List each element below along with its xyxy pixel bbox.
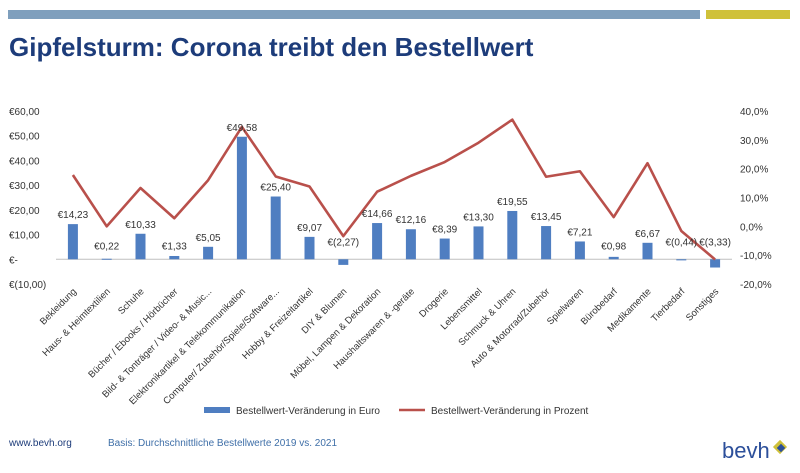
bar xyxy=(372,223,383,260)
y-right-tick-label: 0,0% xyxy=(740,222,763,233)
bar xyxy=(67,224,78,260)
x-tick-label: Tierbedarf xyxy=(649,286,687,324)
bar xyxy=(203,246,214,260)
logo-text: bevh xyxy=(722,438,770,463)
y-left-tick-label: €60,00 xyxy=(9,107,40,118)
bar-data-label: €10,33 xyxy=(125,220,156,231)
legend-swatch-euro xyxy=(204,407,230,413)
bar-data-label: €13,30 xyxy=(463,212,494,223)
bar xyxy=(236,136,247,260)
y-right-tick-label: 10,0% xyxy=(740,194,768,205)
bar xyxy=(169,255,180,260)
bar xyxy=(507,210,518,260)
bar-data-label: €6,67 xyxy=(635,229,660,240)
footer-url[interactable]: www.bevh.org xyxy=(9,438,72,449)
series-line-prozent xyxy=(71,118,716,261)
bar-data-label: €14,23 xyxy=(58,210,89,221)
bar-data-label: €8,39 xyxy=(432,225,457,236)
bevh-logo: bevh xyxy=(722,436,792,466)
bar xyxy=(574,241,585,260)
bar xyxy=(101,258,112,260)
footer-basis-note: Basis: Durchschnittliche Bestellwerte 20… xyxy=(108,438,338,449)
bar xyxy=(710,259,721,268)
bar xyxy=(304,236,315,260)
bar-data-label: €14,66 xyxy=(362,209,393,220)
bar xyxy=(608,256,619,260)
y-left-tick-label: €30,00 xyxy=(9,181,40,192)
y-left-tick-label: €20,00 xyxy=(9,206,40,217)
x-tick-label: Schuhe xyxy=(116,286,147,317)
bar xyxy=(405,229,416,260)
bar-data-label: €(3,33) xyxy=(699,237,731,248)
x-tick-label: Drogerie xyxy=(417,286,451,320)
bar-data-label: €1,33 xyxy=(162,241,187,252)
y-left-tick-label: €- xyxy=(9,255,18,266)
y-right-tick-label: -10,0% xyxy=(740,251,772,262)
y-right-tick-label: 40,0% xyxy=(740,107,768,118)
y-right-tick-label: 30,0% xyxy=(740,136,768,147)
bar-data-label: €12,16 xyxy=(396,215,427,226)
y-left-tick-label: €40,00 xyxy=(9,156,40,167)
bar-data-label: €0,22 xyxy=(94,241,119,252)
y-left-tick-label: €10,00 xyxy=(9,231,40,242)
y-right-tick-label: -20,0% xyxy=(740,280,772,291)
bar xyxy=(642,242,653,260)
bar-data-label: €49,58 xyxy=(227,123,258,134)
legend-label-prozent: Bestellwert-Veränderung in Prozent xyxy=(431,406,589,417)
bar-data-label: €(2,27) xyxy=(327,237,359,248)
bar xyxy=(135,233,146,260)
legend-label-euro: Bestellwert-Veränderung in Euro xyxy=(236,406,380,417)
bar-data-label: €5,05 xyxy=(196,233,221,244)
bar xyxy=(270,196,281,260)
header-accent-bar-blue xyxy=(8,10,700,19)
y-left-tick-label: €(10,00) xyxy=(9,280,46,291)
header-accent-bar-yellow xyxy=(706,10,790,19)
y-left-tick-label: €50,00 xyxy=(9,132,40,143)
bar-data-label: €7,21 xyxy=(567,227,592,238)
page-title: Gipfelsturm: Corona treibt den Bestellwe… xyxy=(9,32,534,62)
bar-data-label: €19,55 xyxy=(497,197,528,208)
bar-data-label: €(0,44) xyxy=(665,237,697,248)
bar-data-label: €25,40 xyxy=(260,183,291,194)
y-right-tick-label: 20,0% xyxy=(740,165,768,176)
bar-data-label: €13,45 xyxy=(531,212,562,223)
x-tick-label: Sonstiges xyxy=(684,286,721,323)
bar xyxy=(473,226,484,260)
logo-mark-icon xyxy=(772,439,788,455)
bar xyxy=(676,259,687,261)
bar xyxy=(338,259,349,265)
x-tick-label: Haus- & Heimtextilien xyxy=(40,286,112,358)
bar-data-label: €9,07 xyxy=(297,223,322,234)
x-tick-label: Schmuck & Uhren xyxy=(457,286,519,348)
bar xyxy=(439,238,450,260)
bar xyxy=(541,226,552,260)
bar-data-label: €0,98 xyxy=(601,241,626,252)
